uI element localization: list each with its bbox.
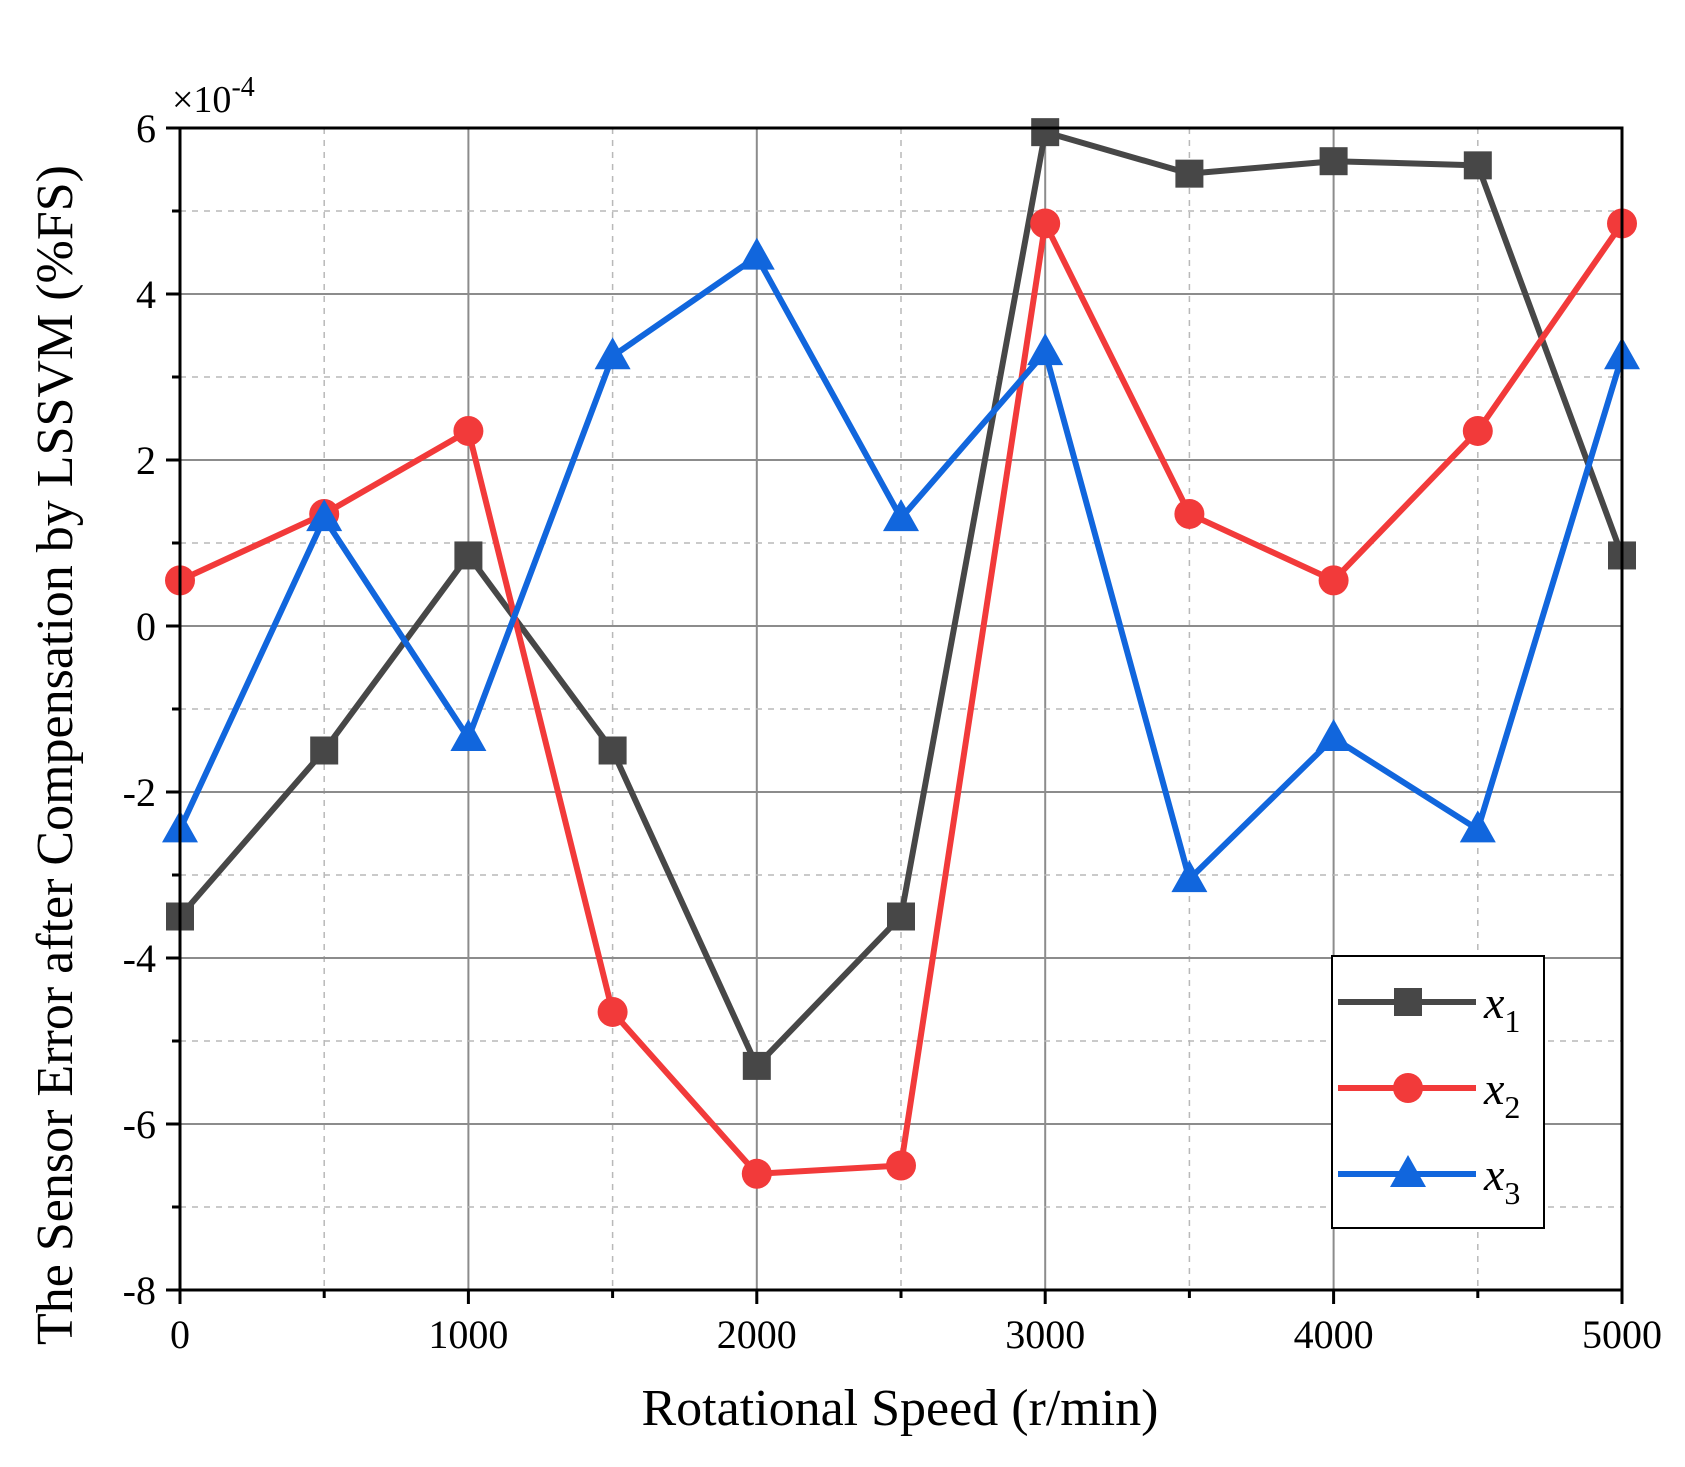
data-point-triangle (306, 499, 343, 532)
data-point-circle (1462, 415, 1493, 446)
legend-label-subscript: 2 (1504, 1089, 1520, 1125)
legend-label: x2 (1483, 1063, 1520, 1125)
x-axis-title: Rotational Speed (r/min) (641, 1380, 1158, 1437)
series-line (177, 253, 1625, 883)
data-point-triangle (1315, 719, 1352, 752)
y-axis-multiplier: ×10-4 (172, 72, 255, 121)
data-point-square (454, 541, 483, 570)
data-point-square (1175, 159, 1204, 188)
legend-marker-square (1394, 988, 1422, 1016)
data-point-circle (741, 1158, 772, 1189)
y-tick-label: -4 (123, 936, 156, 981)
data-point-circle (886, 1150, 916, 1181)
data-point-square (1463, 151, 1492, 180)
x-tick-label: 0 (170, 1312, 190, 1357)
x-tick-label: 5000 (1582, 1312, 1662, 1357)
data-point-triangle (1027, 333, 1064, 366)
y-tick-label: 0 (136, 604, 156, 649)
data-point-circle (1318, 565, 1349, 596)
data-point-circle (597, 996, 628, 1027)
legend-label: x3 (1483, 1149, 1520, 1211)
data-point-square (742, 1051, 771, 1080)
y-tick-label: -2 (123, 770, 156, 815)
legend-marker-triangle (1390, 1155, 1426, 1187)
y-tick-label: 2 (136, 438, 156, 483)
data-point-square (598, 736, 627, 765)
series-group (162, 118, 1640, 1189)
data-point-triangle (1171, 860, 1208, 893)
data-point-square (1319, 147, 1348, 176)
x-tick-label: 3000 (1005, 1312, 1085, 1357)
series-x2 (165, 208, 1637, 1189)
y-multiplier-base: ×10 (172, 79, 231, 121)
data-point-triangle (1459, 810, 1496, 843)
data-point-circle (1030, 208, 1061, 239)
data-point-circle (1174, 498, 1205, 529)
y-multiplier-exponent: -4 (231, 72, 254, 103)
legend-marker-circle (1393, 1073, 1423, 1103)
data-point-triangle (883, 499, 919, 532)
legend-label-main: x (1483, 1149, 1505, 1200)
data-point-triangle (738, 237, 775, 270)
legend-label-subscript: 3 (1504, 1175, 1520, 1211)
y-multiplier-label: ×10-4 (172, 72, 255, 121)
data-point-square (310, 736, 339, 765)
data-point-triangle (594, 337, 631, 370)
y-tick-label: -8 (123, 1268, 156, 1313)
data-point-square (887, 902, 915, 931)
legend-label-main: x (1483, 977, 1505, 1028)
legend-label-subscript: 1 (1504, 1003, 1520, 1039)
legend-label-main: x (1483, 1063, 1505, 1114)
y-tick-label: 4 (136, 272, 156, 317)
legend-item-x1: x1 (1338, 977, 1520, 1039)
axis-ticks: 0 1000 2000 3000 4000 5000 -8 -6 -4 -2 0 2 4 6 (123, 106, 1662, 1357)
data-point-square (1031, 118, 1060, 147)
y-axis-title: The Sensor Error after Compensation by L… (27, 165, 84, 1345)
legend-item-x2: x2 (1338, 1063, 1520, 1125)
y-tick-label: -6 (123, 1102, 156, 1147)
y-tick-label: 6 (136, 106, 156, 151)
x-tick-label: 1000 (428, 1312, 508, 1357)
legend-label: x1 (1483, 977, 1520, 1039)
x-tick-label: 4000 (1294, 1312, 1374, 1357)
x-tick-label: 2000 (717, 1312, 797, 1357)
legend-item-x3: x3 (1338, 1149, 1520, 1211)
data-point-circle (453, 415, 484, 446)
data-point-triangle (450, 719, 487, 752)
series-x1 (166, 118, 1636, 1080)
